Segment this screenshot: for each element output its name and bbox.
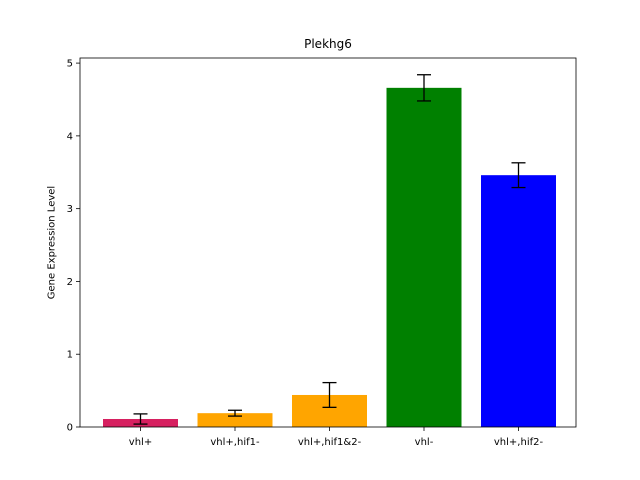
y-axis-title: Gene Expression Level bbox=[47, 186, 58, 299]
x-tick-label-4: vhl- bbox=[415, 437, 434, 448]
error-bars-group bbox=[133, 74, 526, 425]
y-ticks-group: 0 1 2 3 4 5 bbox=[67, 59, 80, 434]
x-tick-label-2: vhl+,hif1- bbox=[210, 437, 260, 448]
x-ticks-group: vhl+ vhl+,hif1- vhl+,hif1&2- vhl-vhl+,hif2- bbox=[129, 427, 544, 448]
y-tick-label-4: 4 bbox=[67, 131, 73, 142]
x-tick-label-5: vhl+,hif2- bbox=[494, 437, 544, 448]
x-tick-label-3: vhl+,hif1&2- bbox=[298, 437, 362, 448]
bars-group bbox=[103, 87, 556, 427]
x-tick-label-1: vhl+ bbox=[129, 437, 152, 448]
y-tick-label-0: 0 bbox=[67, 423, 73, 434]
bar-2 bbox=[197, 413, 273, 427]
plot-frame bbox=[79, 57, 577, 428]
bar-4 bbox=[386, 87, 462, 427]
y-tick-label-3: 3 bbox=[67, 204, 73, 215]
bar-5 bbox=[481, 175, 556, 427]
y-tick-label-2: 2 bbox=[67, 277, 73, 288]
y-tick-label-5: 5 bbox=[67, 59, 73, 70]
y-tick-label-1: 1 bbox=[67, 350, 73, 361]
chart-title: Plekhg6 bbox=[304, 37, 352, 51]
